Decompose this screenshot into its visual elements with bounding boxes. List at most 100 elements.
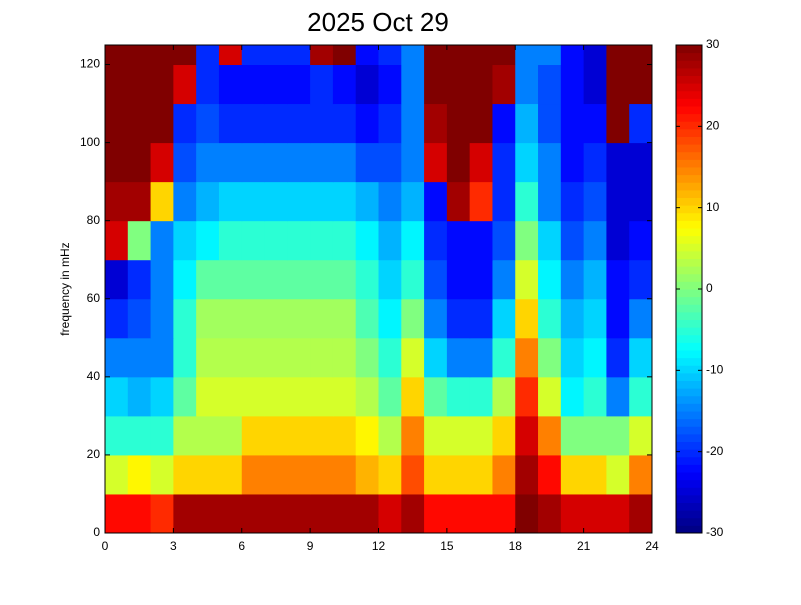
heatmap-cell	[606, 142, 630, 183]
heatmap-cell	[287, 142, 311, 183]
colorbar-segment	[676, 45, 702, 54]
heatmap-cell	[105, 376, 129, 417]
x-tick-label: 24	[645, 539, 659, 553]
heatmap-cell	[173, 454, 197, 495]
heatmap-cell	[469, 259, 493, 300]
heatmap-cell	[583, 493, 607, 534]
heatmap-cell	[332, 298, 357, 339]
heatmap-cell	[538, 376, 562, 417]
heatmap-cell	[264, 64, 288, 105]
colorbar-segment	[676, 235, 702, 244]
heatmap-cell	[127, 415, 152, 456]
heatmap-cell	[150, 64, 174, 105]
heatmap-cell	[127, 45, 152, 66]
heatmap-cell	[355, 142, 379, 183]
heatmap-cell	[469, 142, 493, 183]
heatmap-cell	[196, 103, 220, 144]
heatmap-cell	[173, 259, 197, 300]
heatmap-cell	[538, 298, 562, 339]
heatmap-cell	[424, 142, 448, 183]
heatmap-cell	[424, 220, 448, 261]
heatmap-cell	[538, 45, 562, 66]
y-axis-label: frequency in mHz	[58, 242, 72, 335]
colorbar-segment	[676, 182, 702, 191]
heatmap-cell	[241, 415, 266, 456]
heatmap-cell	[173, 493, 197, 534]
heatmap-cell	[127, 493, 152, 534]
heatmap-cell	[196, 454, 220, 495]
heatmap-cell	[105, 298, 129, 339]
colorbar-tick-label: -10	[706, 363, 724, 377]
heatmap-cell	[287, 45, 311, 66]
heatmap-cell	[401, 415, 425, 456]
heatmap-cell	[287, 259, 311, 300]
heatmap-cell	[560, 415, 585, 456]
heatmap-cell	[150, 454, 174, 495]
heatmap-cell	[127, 298, 152, 339]
heatmap-cell	[560, 298, 585, 339]
heatmap-cell	[332, 220, 357, 261]
heatmap-cell	[401, 298, 425, 339]
heatmap-cell	[469, 181, 493, 222]
heatmap-cell	[515, 376, 539, 417]
heatmap-cell	[583, 45, 607, 66]
colorbar-segment	[676, 250, 702, 259]
heatmap-cell	[173, 376, 197, 417]
heatmap-cell	[378, 454, 402, 495]
colorbar-tick-label: -20	[706, 444, 724, 458]
heatmap-cell	[378, 259, 402, 300]
heatmap-cell	[538, 142, 562, 183]
heatmap-cell	[378, 376, 402, 417]
heatmap-cell	[310, 181, 334, 222]
heatmap-cell	[264, 103, 288, 144]
heatmap-cell	[218, 220, 243, 261]
heatmap-cell	[355, 181, 379, 222]
x-tick-label: 6	[238, 539, 245, 553]
heatmap-cell	[173, 298, 197, 339]
colorbar-segment	[676, 418, 702, 427]
heatmap-cell	[469, 337, 493, 378]
heatmap-cell	[173, 45, 197, 66]
heatmap-cell	[538, 259, 562, 300]
heatmap-cell	[332, 103, 357, 144]
heatmap-cell	[424, 493, 448, 534]
heatmap-cell	[446, 45, 471, 66]
heatmap-cell	[560, 103, 585, 144]
heatmap-cell	[629, 454, 653, 495]
x-tick-label: 18	[509, 539, 523, 553]
heatmap-cell	[469, 220, 493, 261]
heatmap-cell	[218, 259, 243, 300]
heatmap-cell	[446, 298, 471, 339]
heatmap-cell	[105, 45, 129, 66]
heatmap-cell	[241, 454, 266, 495]
heatmap-cell	[264, 454, 288, 495]
heatmap-cell	[127, 64, 152, 105]
heatmap-cell	[629, 415, 653, 456]
heatmap-cell	[310, 45, 334, 66]
heatmap-cell	[515, 259, 539, 300]
heatmap-cell	[150, 103, 174, 144]
colorbar-segment	[676, 357, 702, 366]
heatmap-cell	[127, 142, 152, 183]
colorbar-segment	[676, 113, 702, 122]
heatmap-cell	[127, 337, 152, 378]
colorbar-tick-label: 20	[706, 119, 720, 133]
x-tick-label: 3	[170, 539, 177, 553]
heatmap-cell	[424, 337, 448, 378]
heatmap-cell	[446, 493, 471, 534]
heatmap-cell	[629, 337, 653, 378]
colorbar-segment	[676, 228, 702, 237]
x-tick-label: 15	[440, 539, 454, 553]
heatmap-cell	[218, 376, 243, 417]
heatmap-cell	[583, 220, 607, 261]
heatmap-cell	[310, 298, 334, 339]
heatmap-cell	[629, 259, 653, 300]
heatmap-cell	[583, 181, 607, 222]
colorbar-segment	[676, 433, 702, 442]
heatmap-cell	[401, 337, 425, 378]
heatmap-cell	[310, 337, 334, 378]
heatmap-cell	[310, 142, 334, 183]
colorbar-segment	[676, 212, 702, 221]
heatmap-cell	[606, 376, 630, 417]
